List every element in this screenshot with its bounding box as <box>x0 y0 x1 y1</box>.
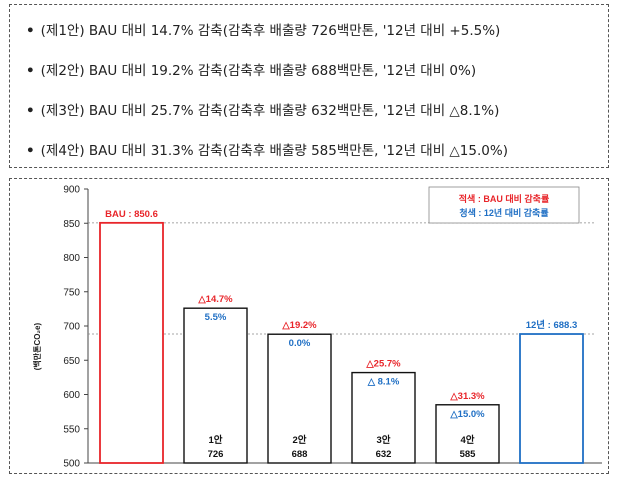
bau-reduction-label-opt4: △31.3% <box>449 391 485 402</box>
bau-reduction-label-opt3: △25.7% <box>365 359 401 370</box>
bau-reduction-label-opt2: △19.2% <box>281 320 317 331</box>
bar-bau <box>99 221 164 464</box>
y-tick-label: 900 <box>63 185 80 196</box>
base-year-change-label-opt3: △ 8.1% <box>367 377 400 388</box>
bar-name-opt1: 1안 <box>208 434 222 446</box>
bar-y2012 <box>519 333 584 464</box>
y-tick-label: 700 <box>63 322 80 333</box>
bar-opt1 <box>183 307 248 464</box>
bar-value-label-y2012: 12년 : 688.3 <box>526 319 578 331</box>
base-year-change-label-opt4: △15.0% <box>449 409 485 420</box>
emissions-chart-panel: 500 550 600 650 700 750 800 850 900 (백만톤CO₂e) BAU… <box>9 178 609 474</box>
bar-value-text-opt3: 632 <box>376 449 392 460</box>
bar-value-text-opt2: 688 <box>292 449 308 460</box>
legend-blue-note: 청색 : 12년 대비 감축률 <box>459 207 548 218</box>
scenario-bullet-1: • (제1안) BAU 대비 14.7% 감축(감축후 배출량 726백만톤, '… <box>26 23 501 39</box>
scenario-text-panel: • (제1안) BAU 대비 14.7% 감축(감축후 배출량 726백만톤, '… <box>9 4 609 168</box>
bar-name-opt4: 4안 <box>460 434 474 446</box>
legend-box <box>428 186 580 224</box>
y-tick-label: 550 <box>63 424 80 435</box>
scenario-bullet-4: • (제4안) BAU 대비 31.3% 감축(감축후 배출량 585백만톤, '… <box>26 143 508 159</box>
legend-red-note: 적색 : BAU 대비 감축률 <box>459 193 549 204</box>
y-tick-label: 600 <box>63 390 80 401</box>
bar-value-text-opt1: 726 <box>208 449 224 460</box>
emissions-bar-chart: 500 550 600 650 700 750 800 850 900 (백만톤CO₂e) BAU… <box>32 185 602 470</box>
y-tick-label: 800 <box>63 253 80 264</box>
bar-name-opt2: 2안 <box>292 434 306 446</box>
y-tick-label: 500 <box>63 459 80 470</box>
y-tick-label: 750 <box>63 287 80 298</box>
bar-opt3 <box>351 371 416 464</box>
scenario-bullet-2: • (제2안) BAU 대비 19.2% 감축(감축후 배출량 688백만톤, '… <box>26 63 477 79</box>
bau-reduction-label-opt1: △14.7% <box>197 294 233 305</box>
bar-value-label-bau: BAU : 850.6 <box>105 209 158 220</box>
base-year-change-label-opt2: 0.0% <box>289 338 311 349</box>
bar-opt4 <box>435 404 500 464</box>
base-year-change-label-opt1: 5.5% <box>205 312 227 323</box>
bar-value-text-opt4: 585 <box>460 449 477 460</box>
bar-opt2 <box>267 333 332 464</box>
y-axis-label: (백만톤CO₂e) <box>32 323 42 371</box>
y-tick-label: 650 <box>63 356 80 367</box>
scenario-bullet-3: • (제3안) BAU 대비 25.7% 감축(감축후 배출량 632백만톤, '… <box>26 103 500 119</box>
y-tick-label: 850 <box>63 219 80 230</box>
bar-name-opt3: 3안 <box>376 434 390 446</box>
